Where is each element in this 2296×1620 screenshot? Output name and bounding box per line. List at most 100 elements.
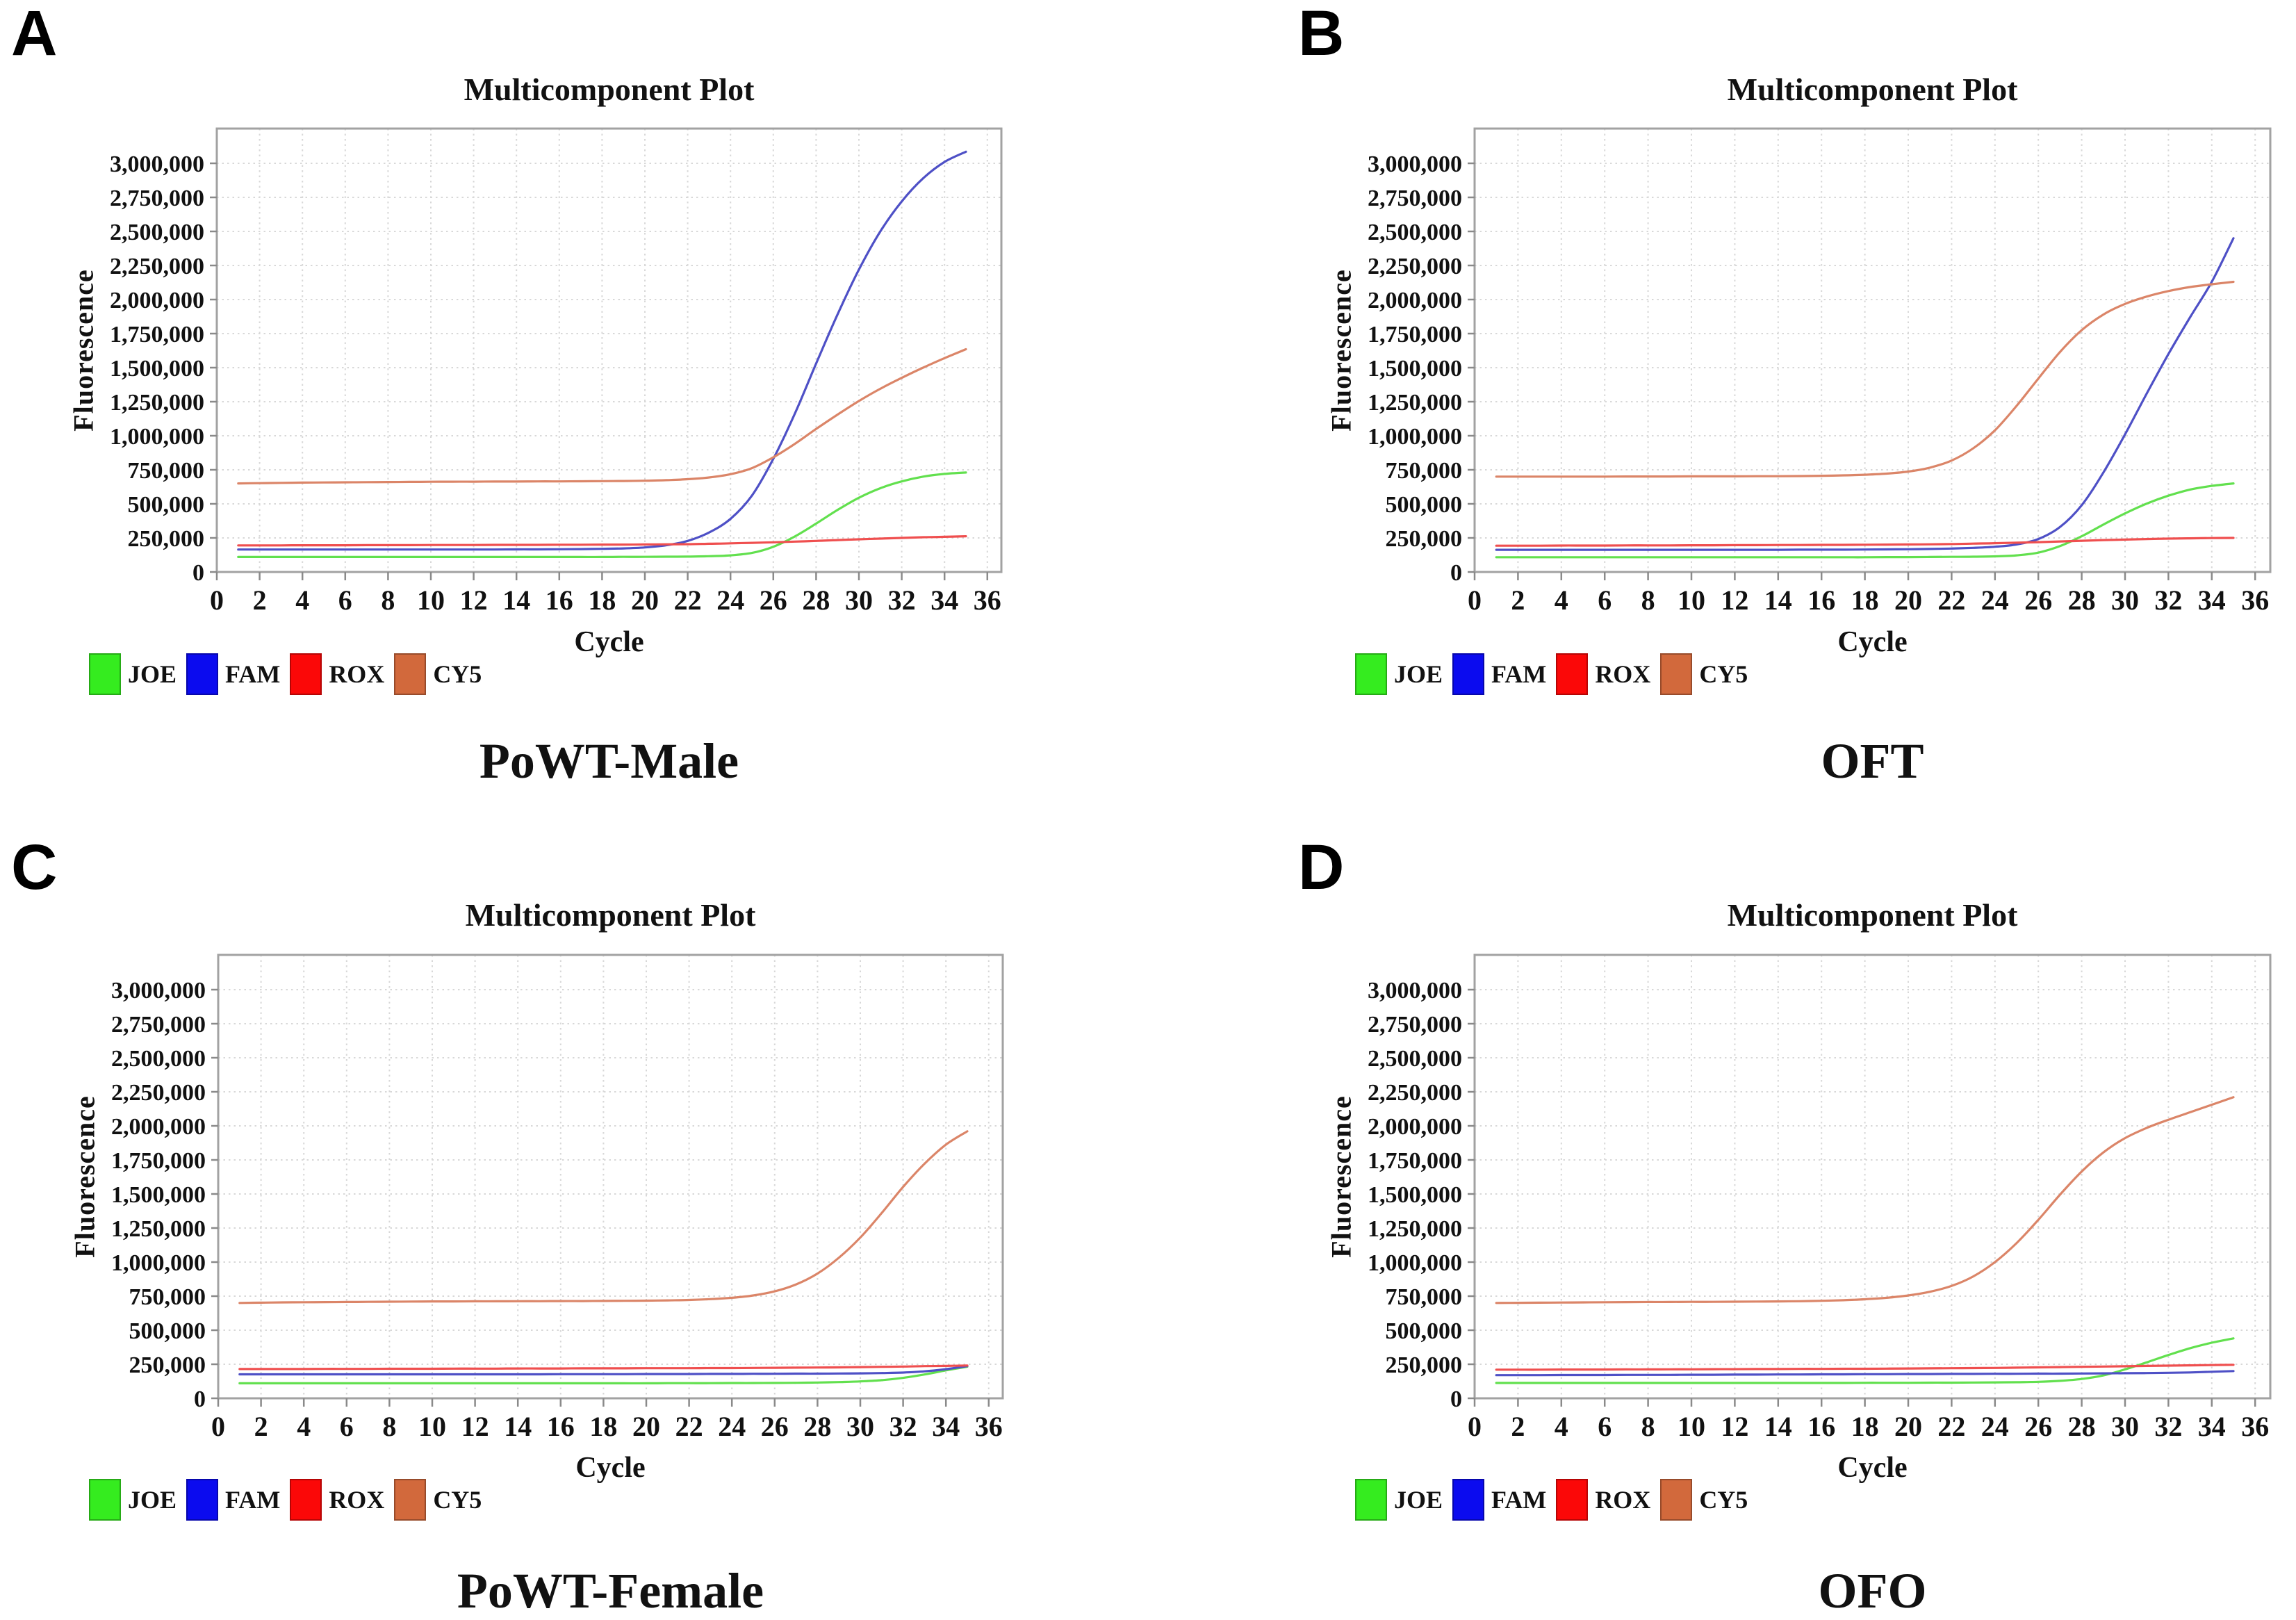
series-line-cy5 <box>1495 280 2235 478</box>
legend-label: CY5 <box>433 660 482 688</box>
y-tick-label: 0 <box>1450 560 1462 586</box>
x-tick-label: 10 <box>1678 1411 1705 1442</box>
x-tick-label: 10 <box>417 584 445 616</box>
y-tick-label: 1,250,000 <box>110 390 204 416</box>
x-tick-label: 0 <box>1468 584 1482 616</box>
grid-layer <box>1475 955 2270 1398</box>
y-tick-label: 2,000,000 <box>1368 288 1462 313</box>
y-tick-label: 2,250,000 <box>1368 1080 1462 1106</box>
legend-item-rox: ROX <box>1556 1479 1650 1521</box>
x-tick-label: 22 <box>675 1411 703 1442</box>
y-tick-label: 1,000,000 <box>110 424 204 450</box>
series-line-rox <box>1495 537 2235 547</box>
y-tick-label: 1,000,000 <box>111 1250 206 1276</box>
x-tick-label: 6 <box>338 584 352 616</box>
chart-plot: 0 250,000 500,000 750,000 1,000,000 1,250,000… <box>110 127 1003 616</box>
legend-item-fam: FAM <box>186 653 280 695</box>
y-tick-label: 1,250,000 <box>111 1216 206 1242</box>
x-tick-label: 36 <box>2241 584 2269 616</box>
x-tick-label: 16 <box>1807 584 1835 616</box>
legend-item-rox: ROX <box>290 653 384 695</box>
y-tick-label: 0 <box>1450 1386 1462 1412</box>
legend-label: ROX <box>329 660 385 688</box>
x-tick-label: 22 <box>1937 584 1965 616</box>
legend-swatch-fam <box>1452 1479 1485 1521</box>
x-tick-label: 12 <box>1721 1411 1748 1442</box>
legend: JOE FAM ROX CY5 <box>89 1479 482 1521</box>
y-tick-label: 1,500,000 <box>111 1182 206 1208</box>
series-line-cy5 <box>1495 1096 2235 1304</box>
x-tick-label: 36 <box>974 584 1001 616</box>
x-tick-label: 12 <box>460 584 488 616</box>
legend-item-joe: JOE <box>1355 1479 1443 1521</box>
legend-swatch-fam <box>1452 653 1485 695</box>
y-tick-label: 500,000 <box>1386 1318 1463 1344</box>
y-tick-label: 0 <box>194 1386 206 1412</box>
x-tick-label: 12 <box>461 1411 489 1442</box>
series-line-cy5 <box>237 347 967 485</box>
y-tick-label: 750,000 <box>1386 1284 1463 1310</box>
x-axis-label: Cycle <box>1837 626 1908 658</box>
x-tick-label: 2 <box>254 1411 268 1442</box>
y-tick-label: 2,250,000 <box>1368 254 1462 279</box>
x-axis-label: Cycle <box>1837 1452 1908 1484</box>
x-tick-label: 12 <box>1721 584 1748 616</box>
legend-item-rox: ROX <box>1556 653 1650 695</box>
plot-frame <box>1473 127 2272 573</box>
y-tick-label: 500,000 <box>1386 492 1463 518</box>
x-tick-label: 8 <box>1641 1411 1655 1442</box>
x-tick-label: 6 <box>1598 1411 1612 1442</box>
x-tick-label: 20 <box>631 584 659 616</box>
y-tick-label: 250,000 <box>128 526 205 552</box>
panel-caption: OFT <box>1821 733 1924 789</box>
y-tick-label: 2,000,000 <box>1368 1114 1462 1140</box>
y-tick-label: 3,000,000 <box>111 978 206 1004</box>
plot-frame <box>1473 954 2272 1400</box>
series-curves <box>237 150 967 559</box>
chart-plot: 0 250,000 500,000 750,000 1,000,000 1,250,000… <box>111 954 1004 1442</box>
y-tick-label: 1,250,000 <box>1368 1216 1462 1242</box>
panel-caption: PoWT-Male <box>479 733 739 789</box>
y-tick-label: 750,000 <box>129 1284 206 1310</box>
x-tick-label: 14 <box>502 584 530 616</box>
legend-label: ROX <box>1595 1486 1651 1514</box>
x-tick-label: 36 <box>975 1411 1003 1442</box>
legend-swatch-joe <box>89 1479 121 1521</box>
x-tick-label: 26 <box>761 1411 789 1442</box>
legend-swatch-fam <box>186 1479 219 1521</box>
legend-item-cy5: CY5 <box>394 653 482 695</box>
x-tick-label: 28 <box>802 584 830 616</box>
series-line-rox <box>237 535 967 547</box>
y-tick-label: 250,000 <box>1386 526 1463 552</box>
legend-label: ROX <box>329 1486 385 1514</box>
x-tick-label: 14 <box>504 1411 532 1442</box>
series-line-rox <box>238 1364 969 1371</box>
legend-item-fam: FAM <box>186 1479 280 1521</box>
legend-swatch-cy5 <box>394 653 427 695</box>
x-tick-label: 32 <box>2154 584 2182 616</box>
x-tick-label: 34 <box>2198 584 2226 616</box>
legend: JOE FAM ROX CY5 <box>1355 653 1748 695</box>
legend-label: CY5 <box>1699 660 1748 688</box>
x-tick-label: 30 <box>845 584 873 616</box>
axis-tick-labels: 0 250,000 500,000 750,000 1,000,000 1,250,000… <box>1368 978 2269 1442</box>
axis-tick-labels: 0 250,000 500,000 750,000 1,000,000 1,250,000… <box>110 152 1001 616</box>
legend-item-joe: JOE <box>89 653 177 695</box>
x-tick-label: 32 <box>889 1411 917 1442</box>
x-tick-label: 18 <box>589 1411 617 1442</box>
chart-title: Multicomponent Plot <box>1727 897 2018 933</box>
panel-caption: OFO <box>1818 1563 1927 1619</box>
y-tick-label: 2,500,000 <box>111 1046 206 1072</box>
legend-item-fam: FAM <box>1452 653 1546 695</box>
legend-label: JOE <box>1394 1486 1443 1514</box>
chart-title: Multicomponent Plot <box>464 72 755 107</box>
y-tick-label: 2,750,000 <box>1368 1012 1462 1038</box>
y-tick-label: 2,250,000 <box>111 1080 206 1106</box>
legend-item-cy5: CY5 <box>394 1479 482 1521</box>
x-tick-label: 32 <box>888 584 916 616</box>
series-line-fam <box>237 150 967 551</box>
x-tick-label: 14 <box>1764 584 1792 616</box>
legend-label: ROX <box>1595 660 1651 688</box>
legend-label: FAM <box>1491 660 1547 688</box>
axis-ticks <box>1468 988 2256 1407</box>
